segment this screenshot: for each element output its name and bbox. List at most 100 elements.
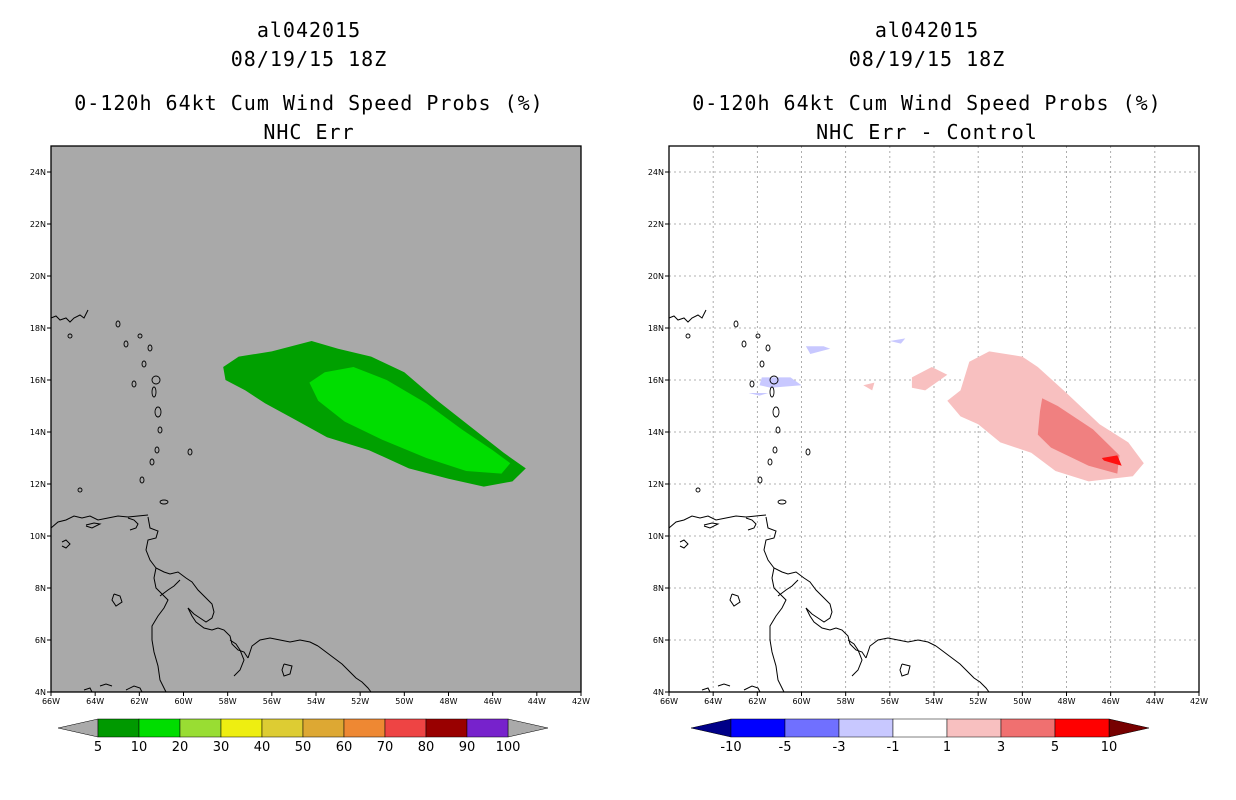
left-panel: al042015 08/19/15 18Z 0-120h 64kt Cum Wi…: [30, 18, 590, 755]
x-tick-label: 46W: [484, 697, 502, 706]
coastline: [281, 663, 293, 677]
colorbar-swatch: [730, 718, 786, 738]
x-tick-label: 50W: [395, 697, 413, 706]
x-tick-label: 54W: [307, 697, 325, 706]
island-outline: [67, 333, 73, 339]
coastline: [865, 637, 937, 659]
colorbar-swatch: [261, 718, 304, 738]
x-tick-label: 56W: [881, 697, 899, 706]
coastline: [777, 579, 799, 597]
island-outline: [772, 406, 780, 418]
coastline: [703, 522, 720, 529]
y-tick-label: 24N: [648, 168, 664, 177]
island-outline: [769, 386, 775, 398]
island-outline: [695, 487, 701, 493]
x-tick-label: 44W: [528, 697, 546, 706]
colorbar-label: 50: [295, 740, 312, 755]
colorbar-under-triangle: [57, 718, 99, 738]
coastline: [99, 683, 113, 687]
coastline: [763, 516, 833, 623]
colorbar-label: 10: [131, 740, 148, 755]
coastline: [217, 627, 249, 659]
coastline: [85, 522, 102, 529]
coastline: [125, 685, 143, 693]
colorbar-swatch: [1000, 718, 1056, 738]
colorbar-swatch: [384, 718, 427, 738]
coastline: [127, 517, 139, 531]
coastline: [50, 514, 149, 529]
colorbar-swatch: [97, 718, 140, 738]
coastline: [729, 593, 741, 607]
island-outline: [151, 386, 157, 398]
y-tick-label: 6N: [653, 636, 664, 645]
coastline: [743, 685, 761, 693]
y-tick-label: 22N: [30, 220, 46, 229]
coastline: [701, 687, 711, 693]
island-outline: [765, 344, 771, 352]
x-tick-label: 42W: [572, 697, 590, 706]
chart-subtitle: NHC Err - Control: [816, 120, 1038, 144]
prob-region--3 to -1: [805, 346, 831, 354]
y-tick-label: 20N: [648, 272, 664, 281]
colorbar-swatch: [1054, 718, 1110, 738]
colorbar-label: 60: [336, 740, 353, 755]
island-outline: [772, 446, 778, 454]
colorbar-over-triangle: [1108, 718, 1150, 738]
island-outline: [139, 476, 145, 484]
coastline: [145, 516, 215, 623]
colorbar-swatch: [892, 718, 948, 738]
coastline: [847, 639, 863, 677]
x-tick-label: 46W: [1102, 697, 1120, 706]
island-outline: [685, 333, 691, 339]
island-outline: [149, 458, 155, 466]
colorbar-label: 20: [172, 740, 189, 755]
coastline: [769, 567, 787, 693]
y-tick-label: 14N: [648, 428, 664, 437]
island-outline: [769, 375, 779, 385]
coastline: [668, 309, 707, 323]
island-outline: [137, 333, 143, 339]
difference-map: 4N 6N 8N 10N 12N 14N 16N 18N 20N 22N 24N 66W 64W 62W 6…: [648, 145, 1208, 755]
colorbar-label: 10: [1101, 740, 1118, 755]
coastline: [159, 579, 181, 597]
island-outline: [759, 360, 765, 368]
x-tick-label: 50W: [1013, 697, 1031, 706]
colorbar-swatch: [946, 718, 1002, 738]
prob-region--3 to -1: [889, 338, 906, 344]
y-tick-label: 16N: [648, 376, 664, 385]
colorbar-swatch: [784, 718, 840, 738]
colorbar-label: -5: [779, 740, 792, 755]
colorbar-label: 30: [213, 740, 230, 755]
x-tick-label: 56W: [263, 697, 281, 706]
coastline: [83, 687, 93, 693]
island-outline: [154, 406, 162, 418]
coastline: [229, 639, 245, 677]
x-tick-label: 48W: [439, 697, 457, 706]
coastline: [745, 517, 757, 531]
colorbar-swatch: [220, 718, 263, 738]
island-outline: [775, 426, 781, 434]
island-outline: [755, 333, 761, 339]
coastline: [668, 514, 767, 529]
y-tick-label: 22N: [648, 220, 664, 229]
coastline: [805, 607, 837, 631]
chart-title: 0-120h 64kt Cum Wind Speed Probs (%): [74, 91, 544, 115]
island-outline: [147, 344, 153, 352]
prob-region--3 to -1: [748, 393, 769, 396]
colorbar-over-triangle: [507, 718, 549, 738]
colorbar-swatch: [179, 718, 222, 738]
colorbar-label: 1: [943, 740, 951, 755]
x-tick-label: 60W: [174, 697, 192, 706]
colorbar-label: -1: [887, 740, 900, 755]
y-tick-label: 12N: [30, 480, 46, 489]
colorbar-swatch: [343, 718, 386, 738]
island-outline: [749, 380, 755, 388]
x-tick-label: 54W: [925, 697, 943, 706]
colorbar-label: -10: [720, 740, 741, 755]
island-outline: [123, 340, 129, 348]
colorbar-label: 90: [459, 740, 476, 755]
x-tick-label: 52W: [969, 697, 987, 706]
prob-region-10-20: [309, 367, 511, 474]
colorbar-label: 70: [377, 740, 394, 755]
colorbar-under-triangle: [690, 718, 732, 738]
